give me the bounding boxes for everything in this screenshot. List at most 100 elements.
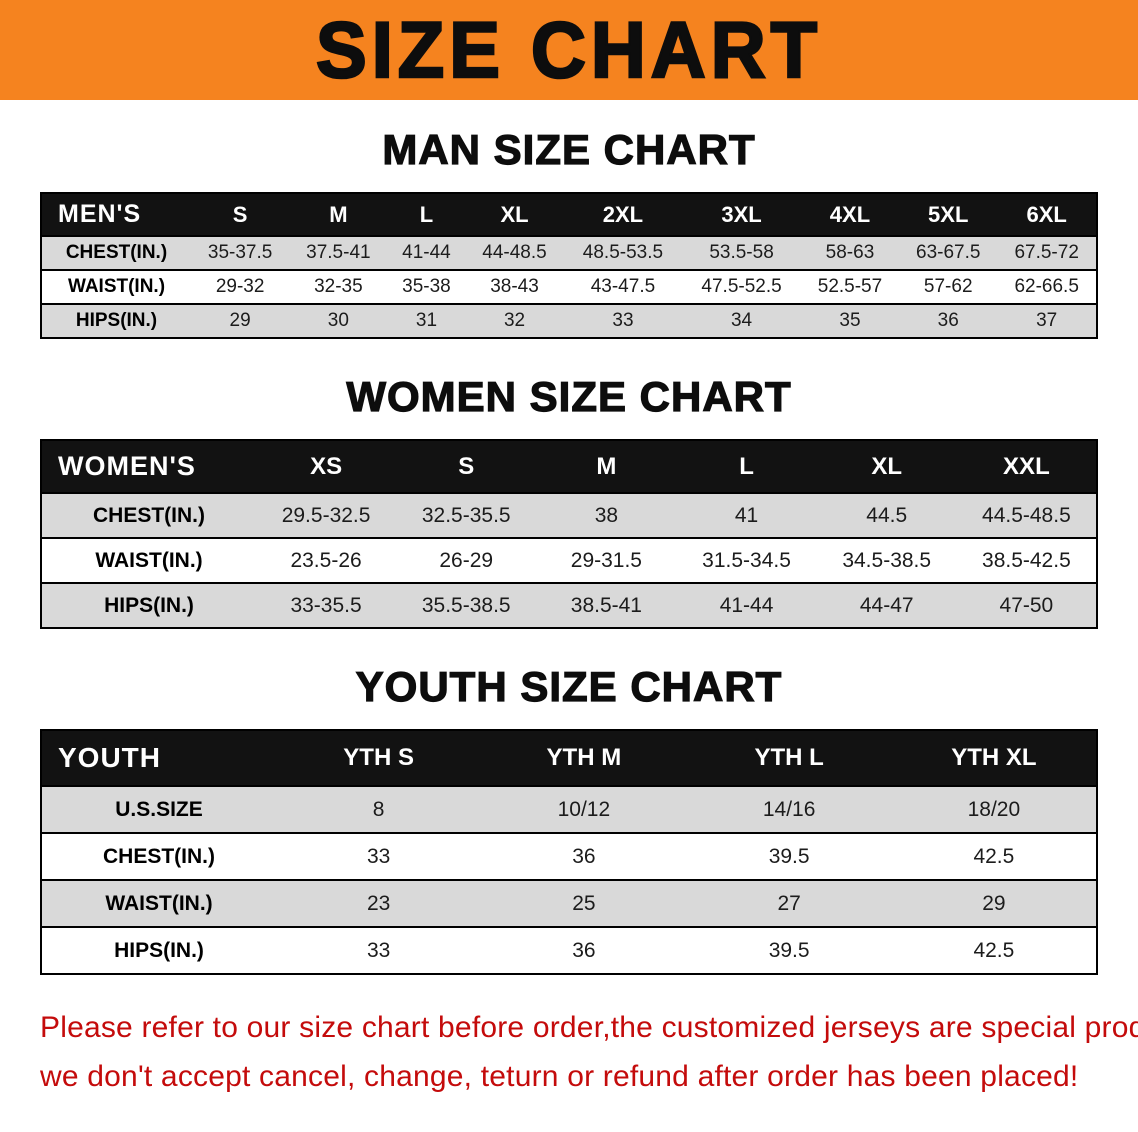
size-value-cell: 8 [372,797,385,821]
row-label: CHEST(IN.) [93,503,205,527]
size-value-cell: 26-29 [439,548,494,572]
size-value-cell: 67.5-72 [1014,242,1079,263]
size-value-cell: 47.5-52.5 [701,276,782,297]
size-value-cell: 35.5-38.5 [421,593,511,617]
size-value-cell: 29.5-32.5 [281,503,371,527]
size-value-cell: 32 [503,310,526,331]
size-column-header: 4XL [800,193,900,236]
size-chart-section: MAN SIZE CHART MEN'S S M L XL 2XL 3XL 4XL 5XL 6XL… [0,125,1138,339]
size-value-cell: 33-35.5 [290,593,362,617]
size-value-cell: 38.5-42.5 [982,548,1071,572]
size-value-cell: 58-63 [825,242,875,263]
notice-line-1: Please refer to our size chart before or… [40,1011,1138,1044]
size-table-body: CHEST(IN.) 29.5-32.5 32.5-35.5 38 41 44.5 44.5… [41,493,1097,628]
size-value-cell: 30 [327,310,349,331]
table-header-row: WOMEN'S XS S M L XL XXL [41,440,1097,493]
size-value-cell: 48.5-53.5 [582,242,664,263]
size-value-cell: 44-47 [859,593,914,617]
table-row: HIPS(IN.) 29 30 31 32 33 34 35 36 37 [41,304,1097,338]
notice-line-2: we don't accept cancel, change, teturn o… [40,1060,1079,1093]
footer-notice: Please refer to our size chart before or… [40,1003,1138,1101]
size-value-cell: 29 [229,310,251,331]
table-corner-label: WOMEN'S [41,440,256,493]
size-value-cell: 29-31.5 [570,548,642,572]
size-column-header: 6XL [997,193,1097,236]
size-value-cell: 31 [415,310,438,331]
row-label: CHEST(IN.) [65,242,168,263]
size-value-cell: 42.5 [973,844,1015,868]
size-value-cell: 29 [982,891,1006,915]
size-value-cell: 23.5-26 [290,548,362,572]
table-corner-label: YOUTH [41,730,276,786]
row-label: WAIST(IN.) [105,891,213,915]
size-value-cell: 39.5 [768,938,810,962]
size-column-header: L [676,440,817,493]
table-corner-label: MEN'S [41,193,191,236]
size-table-body: U.S.SIZE 8 10/12 14/16 18/20 CHEST(IN.) 33 36 39… [41,786,1097,974]
size-chart-sections: MAN SIZE CHART MEN'S S M L XL 2XL 3XL 4XL 5XL 6XL… [0,125,1138,975]
size-table-head: MEN'S S M L XL 2XL 3XL 4XL 5XL 6XL [41,193,1097,236]
banner: SIZE CHART [0,0,1138,100]
size-value-cell: 18/20 [967,797,1021,821]
size-table: MEN'S S M L XL 2XL 3XL 4XL 5XL 6XL CHEST(IN.) 35-3… [40,192,1098,339]
size-table-head: YOUTH YTH S YTH M YTH L YTH XL [41,730,1097,786]
table-row: WAIST(IN.) 29-32 32-35 35-38 38-43 43-47.5 47.… [41,270,1097,304]
size-value-cell: 34.5-38.5 [842,548,932,572]
size-column-header: M [289,193,388,236]
size-chart-section: WOMEN SIZE CHART WOMEN'S XS S M L XL XXL CHEST… [0,372,1138,629]
size-value-cell: 29-32 [215,276,265,297]
size-column-header: 5XL [899,193,998,236]
size-value-cell: 36 [937,310,959,331]
size-value-cell: 32-35 [314,276,363,297]
size-value-cell: 33 [612,310,634,331]
size-chart-section: YOUTH SIZE CHART YOUTH YTH S YTH M YTH L YTH… [0,662,1138,975]
size-column-header: S [396,440,537,493]
table-row: WAIST(IN.) 23 25 27 29 [41,880,1097,927]
size-value-cell: 25 [572,891,596,915]
size-value-cell: 39.5 [768,844,810,868]
size-value-cell: 38 [594,503,619,527]
size-value-cell: 38.5-41 [570,593,642,617]
size-value-cell: 35-38 [402,276,451,297]
size-value-cell: 35 [839,310,861,331]
size-value-cell: 27 [777,891,801,915]
size-value-cell: 23 [366,891,391,915]
size-value-cell: 42.5 [973,938,1015,962]
section-heading: MAN SIZE CHART [382,125,756,173]
banner-title: SIZE CHART [315,5,822,96]
row-label: WAIST(IN.) [95,548,203,572]
size-value-cell: 44.5 [866,503,908,527]
table-row: U.S.SIZE 8 10/12 14/16 18/20 [41,786,1097,833]
size-value-cell: 14/16 [762,797,816,821]
table-row: CHEST(IN.) 35-37.5 37.5-41 41-44 44-48.5 48.5… [41,236,1097,270]
size-value-cell: 57-62 [923,276,973,297]
size-value-cell: 31.5-34.5 [702,548,791,572]
size-column-header: L [387,193,466,236]
size-value-cell: 36 [572,844,596,868]
size-value-cell: 47-50 [999,593,1054,617]
row-label: HIPS(IN.) [104,593,194,617]
size-column-header: YTH XL [891,730,1097,786]
size-value-cell: 41-44 [402,242,451,263]
size-column-header: XL [465,193,564,236]
size-value-cell: 62-66.5 [1014,276,1079,297]
size-value-cell: 36 [572,938,596,962]
size-value-cell: 41-44 [719,593,774,617]
size-value-cell: 33 [366,938,391,962]
section-heading: WOMEN SIZE CHART [346,372,792,420]
row-label: HIPS(IN.) [114,938,204,962]
size-table: WOMEN'S XS S M L XL XXL CHEST(IN.) 29.5-32.5 32.… [40,439,1098,629]
size-value-cell: 33 [366,844,391,868]
size-value-cell: 44.5-48.5 [982,503,1071,527]
table-header-row: YOUTH YTH S YTH M YTH L YTH XL [41,730,1097,786]
size-value-cell: 44-48.5 [482,242,547,263]
size-value-cell: 52.5-57 [817,276,883,297]
size-column-header: 2XL [563,193,683,236]
size-column-header: 3XL [682,193,801,236]
size-column-header: S [191,193,290,236]
size-column-header: YTH S [276,730,482,786]
table-row: CHEST(IN.) 29.5-32.5 32.5-35.5 38 41 44.5 44.5… [41,493,1097,538]
size-value-cell: 10/12 [557,797,611,821]
section-heading: YOUTH SIZE CHART [355,662,783,710]
